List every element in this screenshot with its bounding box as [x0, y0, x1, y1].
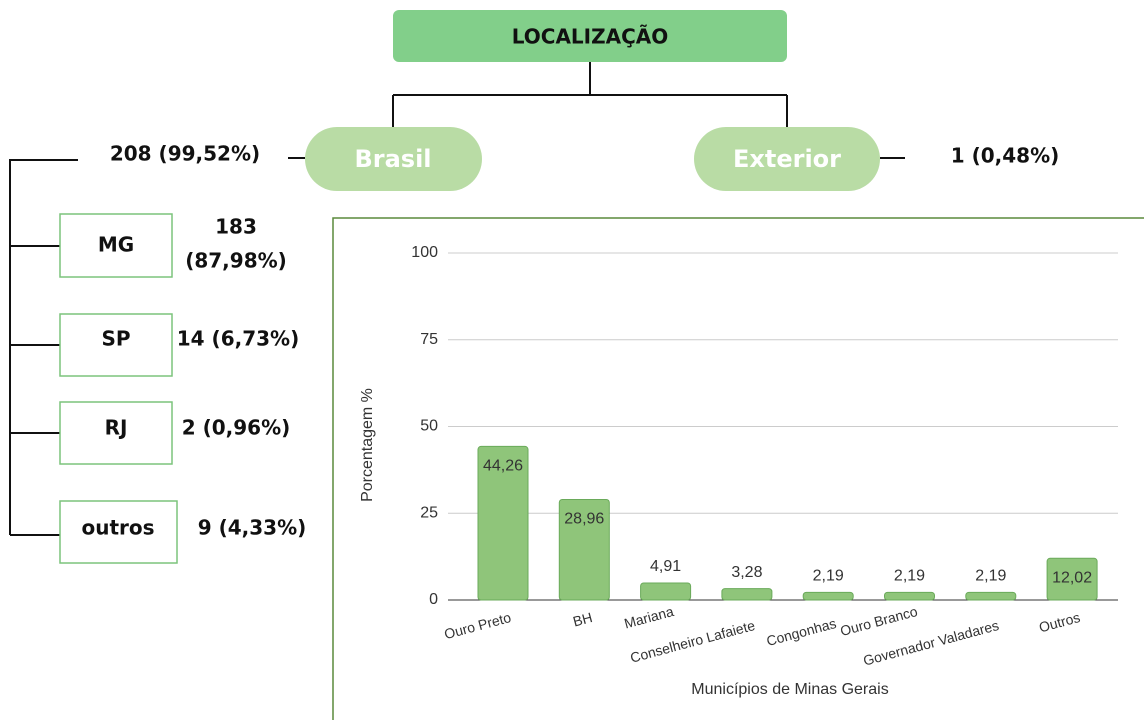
state-label: RJ [105, 416, 128, 440]
y-tick-label: 0 [429, 591, 438, 608]
bar [558, 499, 610, 601]
branch-label: Exterior [733, 145, 841, 173]
y-tick-label: 100 [411, 244, 438, 261]
y-tick-label: 25 [420, 504, 438, 521]
bar [802, 591, 854, 601]
data-label: 44,26 [483, 458, 523, 475]
state-box [59, 213, 173, 278]
state-label: SP [101, 327, 130, 351]
chart-frame [332, 217, 1144, 720]
state-box [59, 500, 178, 564]
connector [9, 159, 78, 536]
data-label: 2,19 [894, 568, 925, 585]
branch-value: 208 (99,52%) [110, 142, 260, 166]
bar [721, 588, 773, 601]
title-box [393, 10, 787, 62]
y-axis-label: Porcentagem % [359, 388, 376, 502]
bar [640, 582, 692, 601]
state-value: 14 (6,73%) [177, 327, 299, 351]
y-tick-label: 50 [420, 418, 438, 435]
x-axis-label: Municípios de Minas Gerais [691, 681, 888, 698]
data-label: 28,96 [564, 511, 604, 528]
data-label: 2,19 [975, 568, 1006, 585]
branch-box [305, 127, 482, 191]
bar [965, 591, 1017, 601]
state-value: 183 [215, 215, 257, 239]
branch-value: 1 (0,48%) [951, 144, 1060, 168]
title: LOCALIZAÇÃO [512, 25, 669, 49]
x-tick-label: BH [571, 609, 594, 629]
branch-label: Brasil [354, 145, 431, 173]
data-label: 12,02 [1052, 570, 1092, 587]
bar [884, 591, 935, 601]
data-label: 3,28 [731, 564, 762, 581]
data-label: 2,19 [813, 568, 844, 585]
state-value: (87,98%) [185, 249, 287, 273]
y-tick-label: 75 [420, 331, 438, 348]
state-label: MG [98, 233, 134, 257]
state-value: 2 (0,96%) [182, 416, 291, 440]
bar [477, 445, 529, 601]
state-box [59, 401, 173, 465]
state-box [59, 313, 173, 377]
state-value: 9 (4,33%) [198, 516, 307, 540]
data-label: 4,91 [650, 558, 681, 575]
connector [392, 62, 788, 127]
bar [1046, 557, 1098, 601]
state-label: outros [81, 516, 154, 540]
branch-box [694, 127, 880, 191]
